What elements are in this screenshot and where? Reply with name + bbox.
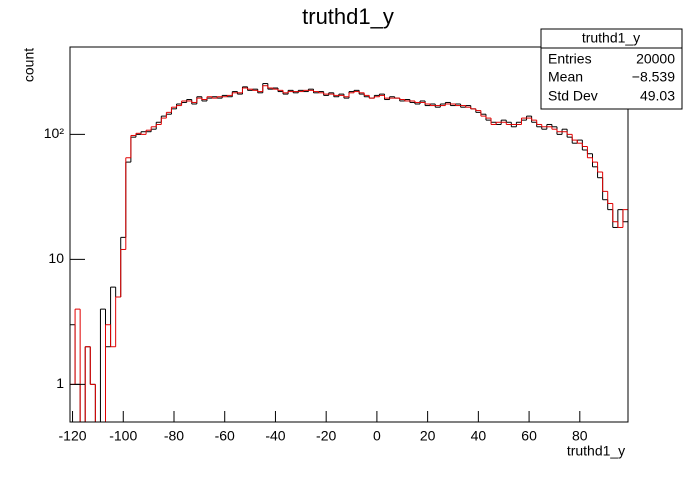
x-tick-label: -20 bbox=[316, 428, 336, 444]
frame bbox=[69, 46, 629, 423]
y-axis-label: count bbox=[21, 48, 37, 82]
stats-box: truthd1_y Entries 20000 Mean −8.539 Std … bbox=[540, 28, 683, 110]
stats-value: 49.03 bbox=[640, 88, 675, 104]
stats-title: truthd1_y bbox=[582, 30, 640, 46]
x-tick-label: 0 bbox=[373, 428, 381, 444]
stats-value: −8.539 bbox=[632, 69, 675, 85]
stats-key: Entries bbox=[548, 51, 592, 67]
x-tick-label: -80 bbox=[164, 428, 184, 444]
stats-value: 20000 bbox=[636, 51, 675, 67]
plot-area bbox=[70, 83, 628, 422]
stats-key: Std Dev bbox=[548, 88, 598, 104]
x-tick-label: 60 bbox=[521, 428, 537, 444]
x-tick-label: 20 bbox=[420, 428, 436, 444]
y-tick-label: 10 bbox=[48, 250, 64, 266]
x-tick-label: -40 bbox=[265, 428, 285, 444]
x-tick-label: -60 bbox=[215, 428, 235, 444]
chart-title: truthd1_y bbox=[302, 4, 394, 29]
x-tick-label: 40 bbox=[471, 428, 487, 444]
x-tick-label: -120 bbox=[59, 428, 87, 444]
x-axis-label: truthd1_y bbox=[567, 443, 625, 459]
stats-key: Mean bbox=[548, 69, 583, 85]
x-tick-label: 80 bbox=[572, 428, 588, 444]
x-tick-label: -100 bbox=[109, 428, 137, 444]
y-tick-label: 1 bbox=[56, 375, 64, 391]
y-tick-label: 10² bbox=[44, 125, 65, 141]
stats-frame bbox=[540, 28, 683, 110]
